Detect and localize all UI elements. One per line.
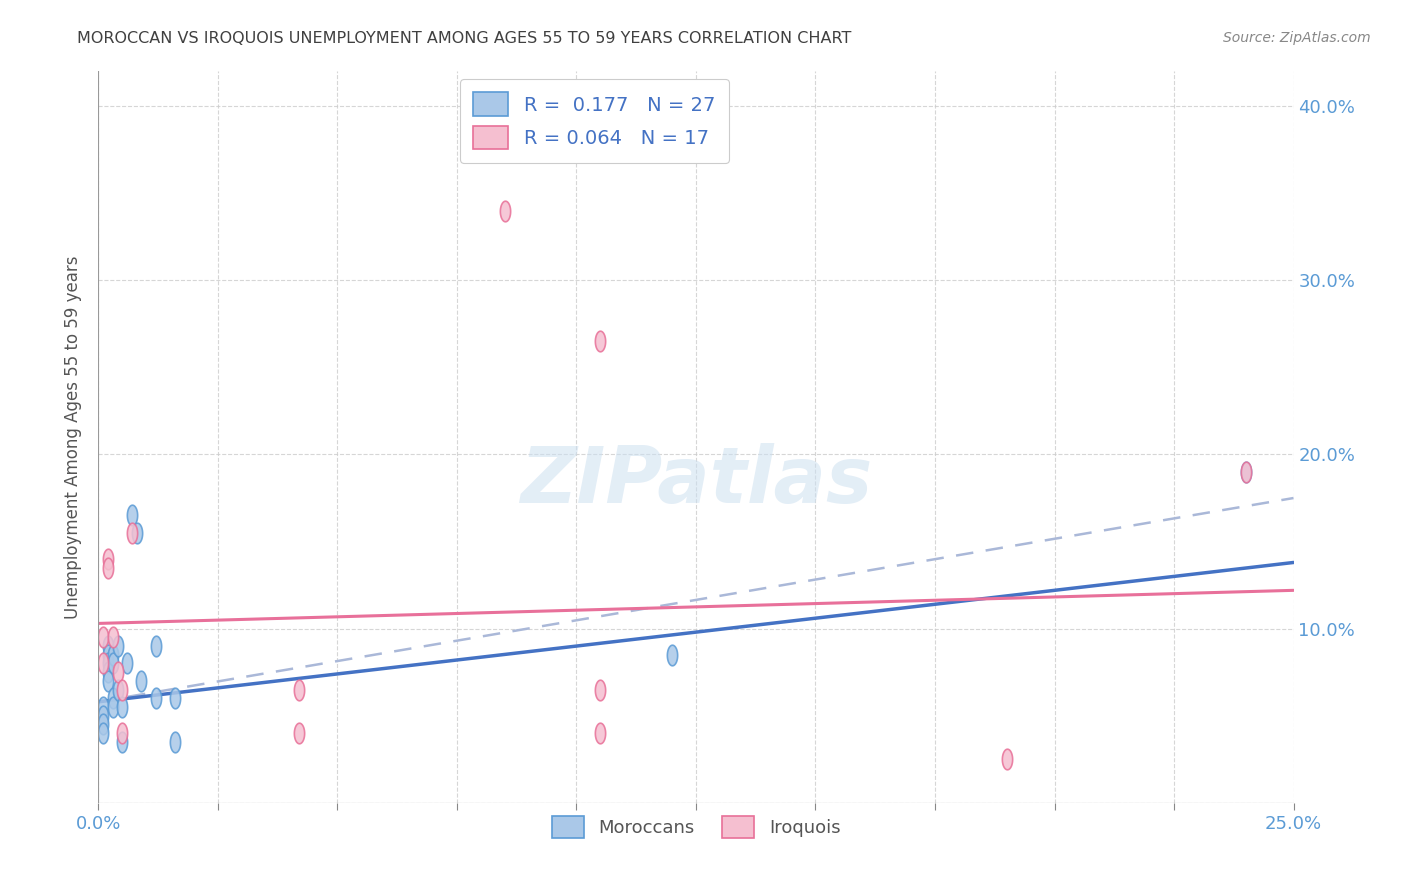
Point (97, 665, 120, 680)
Point (121, 525, 143, 540)
Point (1234, 465, 1257, 479)
Point (163, 735, 186, 749)
Point (107, 682, 129, 697)
Point (91, 631, 114, 645)
Point (91, 726, 114, 740)
Point (91, 700, 114, 714)
Point (1234, 465, 1257, 479)
Point (97, 657, 120, 671)
Point (288, 682, 311, 697)
Point (97, 560, 120, 574)
Point (107, 665, 129, 680)
Point (661, 648, 683, 662)
Point (101, 657, 124, 671)
Y-axis label: Unemployment Among Ages 55 to 59 years: Unemployment Among Ages 55 to 59 years (65, 255, 83, 619)
Point (145, 691, 167, 706)
Point (589, 682, 612, 697)
Point (288, 726, 311, 740)
Point (163, 691, 186, 706)
Text: MOROCCAN VS IROQUOIS UNEMPLOYMENT AMONG AGES 55 TO 59 YEARS CORRELATION CHART: MOROCCAN VS IROQUOIS UNEMPLOYMENT AMONG … (77, 31, 852, 46)
Point (97, 639, 120, 653)
Text: Source: ZipAtlas.com: Source: ZipAtlas.com (1223, 31, 1371, 45)
Point (97, 673, 120, 688)
Point (131, 673, 153, 688)
Point (101, 648, 124, 662)
Point (97, 552, 120, 566)
Point (97, 648, 120, 662)
Point (115, 657, 138, 671)
Point (111, 735, 134, 749)
Point (101, 631, 124, 645)
Text: ZIPatlas: ZIPatlas (520, 443, 872, 519)
Point (111, 700, 134, 714)
Point (111, 726, 134, 740)
Point (121, 508, 143, 523)
Point (91, 717, 114, 731)
Point (589, 334, 612, 349)
Point (91, 657, 114, 671)
Point (995, 752, 1018, 766)
Point (589, 726, 612, 740)
Point (125, 525, 148, 540)
Point (101, 691, 124, 706)
Point (91, 708, 114, 723)
Point (145, 639, 167, 653)
Point (494, 203, 516, 218)
Point (107, 639, 129, 653)
Point (111, 682, 134, 697)
Legend: Moroccans, Iroquois: Moroccans, Iroquois (544, 808, 848, 845)
Point (101, 700, 124, 714)
